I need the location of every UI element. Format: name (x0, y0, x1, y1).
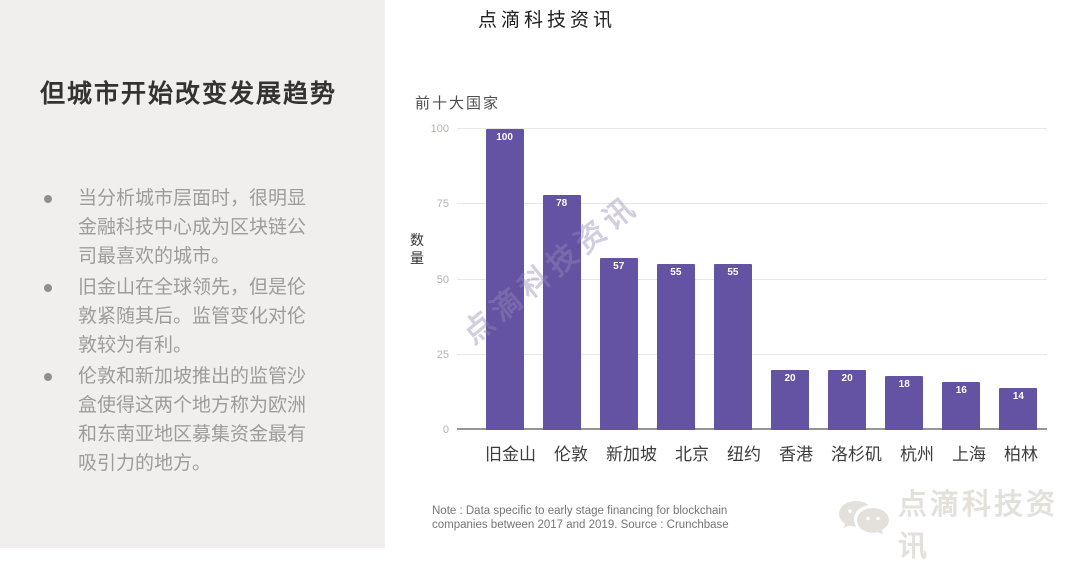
bar-旧金山: 100 (485, 129, 524, 430)
bullet-text: 当分析城市层面时，很明显金融科技中心成为区块链公司最喜欢的城市。 (78, 188, 307, 267)
bullet-item: 当分析城市层面时，很明显金融科技中心成为区块链公司最喜欢的城市。 (40, 184, 340, 271)
x-category-label: 伦敦 (554, 445, 588, 464)
bar-value-label: 78 (556, 198, 568, 210)
bullet-list: 当分析城市层面时，很明显金融科技中心成为区块链公司最喜欢的城市。 旧金山在全球领先… (40, 184, 340, 480)
y-tick-label: 100 (430, 123, 449, 135)
bar-value-label: 18 (898, 378, 910, 390)
y-tick-label: 0 (442, 424, 449, 436)
y-tick-label: 50 (436, 273, 449, 286)
bullet-item: 伦敦和新加坡推出的监管沙盒使得这两个地方称为欧洲和东南亚地区募集资金最有吸引力的… (40, 362, 340, 478)
plot-area: 100 78 57 55 55 20 20 18 16 14 (457, 128, 1047, 430)
bar-value-label: 20 (784, 372, 796, 384)
x-category-label: 纽约 (727, 445, 761, 464)
bullet-text: 旧金山在全球领先，但是伦敦紧随其后。监管变化对伦敦较为有利。 (78, 277, 307, 356)
bar-新加坡: 57 (599, 258, 638, 430)
gridline-25 (457, 353, 1047, 355)
x-axis-labels: 旧金山 伦敦 新加坡 北京 纽约 香港 洛杉矶 杭州 上海 柏林 (460, 440, 1047, 465)
bullet-dot-icon (44, 195, 52, 203)
bar-杭州: 18 (885, 375, 924, 430)
chart-title: 前十大国家 (415, 95, 501, 112)
slide-title: 但城市开始改变发展趋势 (40, 81, 338, 108)
chat-bubbles-icon (838, 499, 890, 548)
bullet-dot-icon (44, 373, 52, 381)
y-tick-label: 75 (436, 198, 449, 211)
bullet-dot-icon (44, 284, 52, 292)
x-axis-line (457, 428, 1047, 430)
bars-row: 100 78 57 55 55 20 20 18 16 14 (460, 129, 1047, 430)
x-category-label: 新加坡 (606, 445, 657, 464)
bar-value-label: 14 (1012, 390, 1024, 402)
x-category-label: 旧金山 (485, 445, 536, 464)
x-category-label: 杭州 (900, 445, 934, 464)
bar-value-label: 20 (841, 372, 853, 384)
bar-value-label: 55 (670, 267, 682, 279)
y-tick-label: 25 (436, 348, 449, 361)
x-category-label: 香港 (779, 445, 813, 464)
bar-value-label: 57 (613, 261, 625, 273)
bar-伦敦: 78 (542, 195, 581, 430)
bar-上海: 16 (942, 381, 981, 430)
y-axis-ticks: 0 25 50 75 100 (421, 123, 455, 436)
note-line-2: companies between 2017 and 2019. Source … (432, 519, 729, 531)
y-axis-title: 数量 (410, 232, 424, 266)
footer-logo-text: 点滴科技资讯 (898, 489, 1059, 563)
bar-value-label: 55 (727, 267, 739, 279)
bar-value-label: 16 (955, 384, 967, 396)
bar-纽约: 55 (713, 264, 752, 430)
gridline-50 (457, 278, 1047, 280)
x-category-label: 柏林 (1004, 445, 1038, 464)
footer-logo: 点滴科技资讯 (838, 489, 1080, 563)
note-line-1: Note : Data specific to early stage fina… (432, 505, 728, 517)
bullet-text: 伦敦和新加坡推出的监管沙盒使得这两个地方称为欧洲和东南亚地区募集资金最有吸引力的… (78, 366, 307, 474)
x-category-label: 北京 (675, 445, 709, 464)
gridline-100 (457, 128, 1047, 129)
bar-柏林: 14 (999, 387, 1038, 430)
bar-北京: 55 (656, 264, 695, 430)
x-category-label: 洛杉矶 (831, 445, 882, 464)
gridline-75 (457, 203, 1047, 205)
x-category-label: 上海 (952, 445, 986, 464)
bar-value-label: 100 (496, 132, 513, 143)
bar-洛杉矶: 20 (828, 369, 867, 430)
bullet-item: 旧金山在全球领先，但是伦敦紧随其后。监管变化对伦敦较为有利。 (40, 273, 340, 360)
slide-sidebar: 但城市开始改变发展趋势 当分析城市层面时，很明显金融科技中心成为区块链公司最喜欢… (0, 0, 385, 548)
bar-香港: 20 (771, 369, 810, 430)
chart-source-note: Note : Data specific to early stage fina… (432, 504, 729, 532)
brand-header: 点滴科技资讯 (478, 10, 617, 31)
